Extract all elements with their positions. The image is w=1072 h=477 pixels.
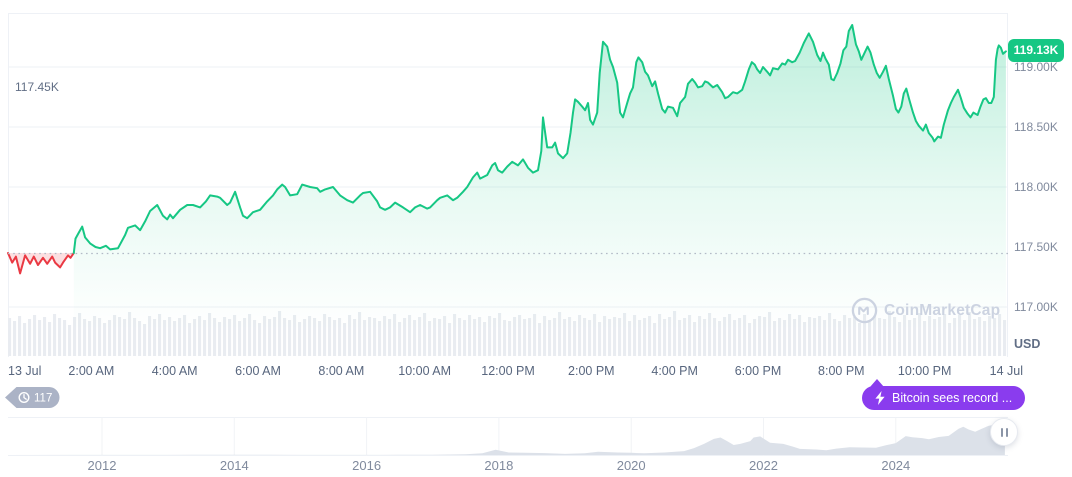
time-axis-label: 10:00 PM <box>897 364 952 378</box>
volume-bar <box>48 322 52 356</box>
time-axis-label: 6:00 PM <box>734 364 782 378</box>
price-line-below-open <box>7 252 75 275</box>
left-price-label: 117.45K <box>15 80 59 94</box>
price-axis-label: 119.00K <box>1014 60 1058 74</box>
countdown-value: 117 <box>34 393 52 405</box>
time-axis-label: 6:00 AM <box>235 364 281 378</box>
pause-handle-icon <box>1000 427 1003 437</box>
minimap-year-label: 2012 <box>87 458 117 473</box>
time-axis-label: 4:00 AM <box>151 364 198 378</box>
price-axis-label: 118.50K <box>1014 120 1058 134</box>
time-axis-label: 8:00 PM <box>818 364 865 378</box>
coinmarketcap-logo-icon <box>851 297 878 324</box>
volume-bar <box>33 315 37 356</box>
lightning-bolt-icon <box>875 391 885 405</box>
minimap-year-label: 2016 <box>352 458 382 473</box>
area-fill-red <box>8 253 74 274</box>
volume-bar <box>18 316 22 356</box>
news-badge-pointer <box>870 379 884 387</box>
volume-bar <box>8 318 12 356</box>
watermark-text: CoinMarketCap <box>884 301 1001 319</box>
minimap-area[interactable] <box>9 422 1005 455</box>
time-axis-label: 8:00 AM <box>318 364 365 378</box>
volume-bar <box>68 325 72 356</box>
price-axis-label: 118.00K <box>1014 180 1058 194</box>
area-fill-green <box>73 25 1006 356</box>
time-axis-label: 4:00 PM <box>651 364 698 378</box>
volume-bar <box>23 323 27 356</box>
minimap-year-label: 2022 <box>749 458 778 473</box>
volume-bar <box>13 321 17 356</box>
time-axis-label: 10:00 AM <box>398 364 452 378</box>
volume-bar <box>38 320 42 356</box>
volume-bar <box>63 320 67 356</box>
time-axis-label: 2:00 PM <box>568 364 615 378</box>
minimap-year-label: 2024 <box>881 458 911 473</box>
minimap-year-label: 2018 <box>484 458 514 473</box>
minimap-handle[interactable] <box>990 418 1018 446</box>
clock-history-icon <box>18 391 30 404</box>
volume-bar <box>43 317 47 356</box>
news-badge[interactable]: Bitcoin sees record ... <box>862 379 1026 410</box>
minimap-year-label: 2014 <box>219 458 249 473</box>
news-badge-label: Bitcoin sees record ... <box>892 391 1013 405</box>
volume-bar <box>58 318 62 356</box>
time-axis-label: 14 Jul <box>989 364 1024 378</box>
price-line-above-open <box>72 24 1007 254</box>
minimap-year-label: 2020 <box>616 458 646 473</box>
price-axis-label: 117.50K <box>1014 240 1058 254</box>
currency-label: USD <box>1014 337 1041 351</box>
time-axis-label: 2:00 AM <box>68 364 115 378</box>
volume-bar <box>53 314 57 356</box>
watermark: CoinMarketCap <box>851 297 1000 324</box>
time-axis-label: 12:00 PM <box>481 364 535 378</box>
pause-handle-icon <box>1005 427 1008 437</box>
price-axis-label: 117.00K <box>1014 300 1058 314</box>
volume-bar <box>28 319 32 356</box>
time-axis-label: 13 Jul <box>8 364 42 378</box>
candle-countdown-badge[interactable]: 117 <box>4 386 62 409</box>
current-price-badge: 119.13K <box>1008 39 1064 62</box>
